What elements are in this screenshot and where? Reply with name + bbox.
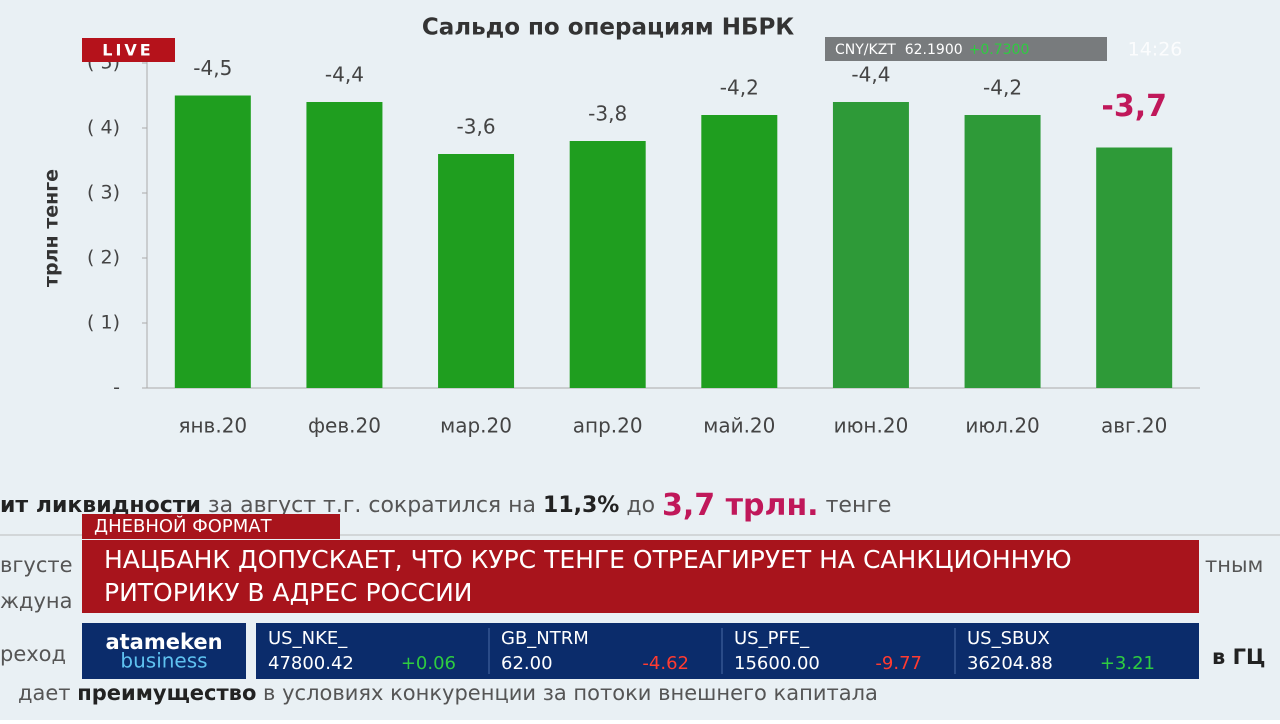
caption: ит ликвидности за август т.г. сократился… [0,488,891,523]
value-label: -3,6 [457,115,496,139]
rate-change: +0.7300 [969,42,1030,58]
value-label: -4,5 [193,56,232,80]
bg-text: в ГЦ [1212,645,1265,669]
x-tick-label: янв.20 [178,414,247,438]
bar [438,154,515,388]
value-label: -4,4 [325,63,364,87]
y-tick-label: - [113,377,120,399]
bg-part: в условиях конкуренции за потоки внешнег… [256,681,878,705]
stock-name: US_SBUX [967,628,1050,649]
y-tick-label: ( 1) [87,312,120,334]
stock-name: US_NKE_ [268,628,348,649]
rate-box [825,37,1107,61]
ticker-box [256,623,1199,679]
stock-price: 36204.88 [967,653,1053,674]
caption-part: тенге [819,493,892,518]
rate: CNY/KZT 62.1900 +0.7300 [835,42,1029,58]
live-text: LIVE [102,41,153,60]
bg-text: реход [0,642,66,666]
value-label: -4,2 [983,76,1022,100]
bg-part: преимущество [77,681,256,705]
stock-price: 62.00 [501,653,553,674]
bg-text: ждуна [0,589,72,613]
bar [964,115,1041,388]
value-label: -4,2 [720,76,759,100]
value-label: -4,4 [851,63,890,87]
bar [1096,147,1173,388]
value-label: -3,7 [1101,89,1167,124]
y-tick-label: ( 2) [87,247,120,269]
live-badge [82,38,175,62]
bar [832,102,909,388]
logo-top: atameken [105,630,222,654]
x-tick-label: июл.20 [965,414,1039,438]
stock-change: -4.62 [642,653,689,674]
x-tick-label: май.20 [703,414,775,438]
stock-name: US_PFE_ [734,628,810,649]
y-tick-label: ( 4) [87,117,120,139]
caption-part: за август т.г. сократился на [201,493,543,518]
x-tick-label: фев.20 [308,414,381,438]
program-badge [82,514,340,539]
caption-part: 11,3% [543,493,619,518]
stock-change: +3.21 [1100,653,1155,674]
x-tick-label: авг.20 [1101,414,1167,438]
bg-text: дает преимущество в условиях конкуренции… [18,681,878,705]
caption-part: 3,7 трлн. [662,488,819,523]
clock: 14:26 [1128,39,1183,61]
headline-box [82,540,1199,613]
bar [569,141,646,388]
bar [701,115,778,388]
value-label: -3,8 [588,102,627,126]
bar [174,95,251,388]
rate-pair: CNY/KZT 62.1900 [835,42,963,58]
y-axis-label: трлн тенге [41,169,63,287]
stock-change: -9.77 [875,653,922,674]
caption-part: до [619,493,662,518]
stock-price: 47800.42 [268,653,354,674]
logo-bottom: business [120,649,207,673]
headline-line: НАЦБАНК ДОПУСКАЕТ, ЧТО КУРС ТЕНГЕ ОТРЕАГ… [104,545,1072,574]
x-tick-label: июн.20 [834,414,909,438]
stock-price: 15600.00 [734,653,820,674]
caption-part: ит ликвидности [0,493,201,518]
bg-text: тным [1205,553,1263,577]
bg-part: дает [18,681,77,705]
y-tick-label: ( 3) [87,182,120,204]
stock-change: +0.06 [401,653,456,674]
program: ДНЕВНОЙ ФОРМАТ [94,515,273,537]
logo-box [82,623,246,679]
headline-line: РИТОРИКУ В АДРЕС РОССИИ [104,578,473,607]
chart-title: Сальдо по операциям НБРК [422,15,795,41]
bar [306,102,383,388]
x-tick-label: апр.20 [573,414,643,438]
bg-text: вгусте [0,553,73,577]
x-tick-label: мар.20 [440,414,512,438]
stock-name: GB_NTRM [501,628,589,649]
